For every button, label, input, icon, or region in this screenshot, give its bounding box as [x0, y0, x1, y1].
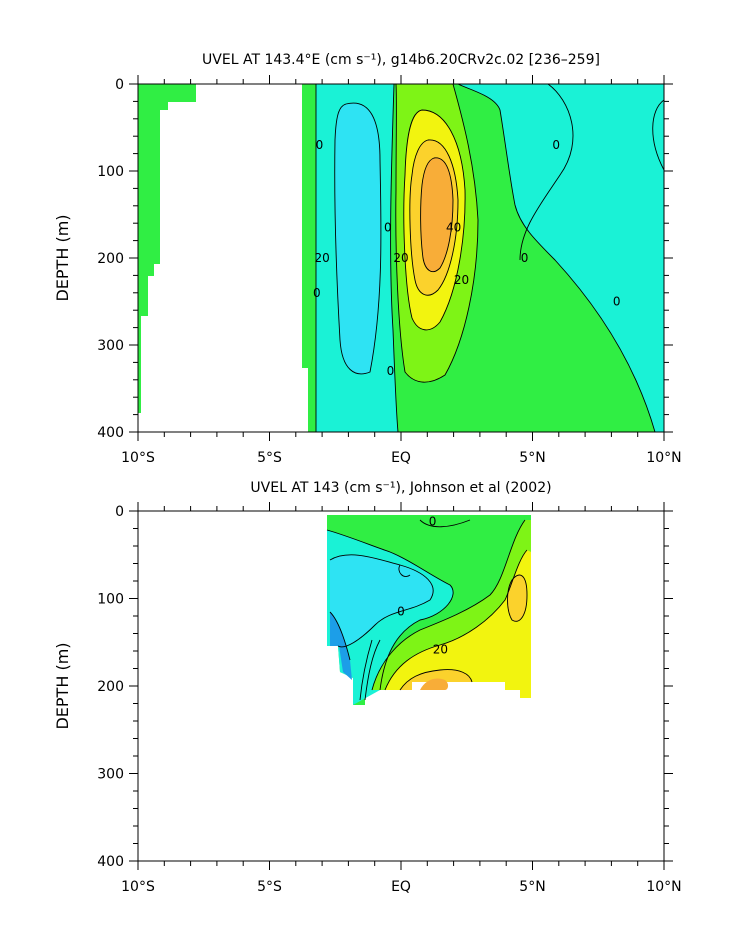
x-tick-label: 5°N	[519, 879, 545, 895]
x-tick-label: EQ	[391, 450, 411, 466]
p1-land-gap-b	[168, 102, 196, 432]
p1-land-gap-d	[154, 264, 160, 432]
y-tick-label: 0	[115, 504, 124, 520]
panel-2-title: UVEL AT 143 (cm s⁻¹), Johnson et al (200…	[250, 480, 551, 496]
contour-label: 0	[552, 138, 560, 152]
panel-2-fill	[326, 515, 531, 705]
p1-fill-left-strip-f	[138, 84, 141, 413]
p1-fill-left-strip-e	[138, 84, 148, 316]
p1-land-gap-h	[302, 368, 308, 432]
y-tick-label: 100	[97, 164, 124, 180]
panel-1-fill	[138, 84, 664, 432]
contour-label: 0	[521, 251, 529, 265]
y-tick-label: 100	[97, 592, 124, 608]
panel-2-contour-labels: 0 0 20	[397, 515, 448, 657]
panel-1: UVEL AT 143.4°E (cm s⁻¹), g14b6.20CRv2c.…	[53, 52, 682, 466]
p1-contour-lines	[315, 84, 664, 432]
p1-land-gap-f	[141, 316, 148, 432]
p2-fill-peak-b	[507, 575, 527, 622]
p2-fill-strong-eastward	[385, 550, 531, 698]
p2-fill-max	[420, 678, 449, 690]
contour-label: 20	[314, 251, 329, 265]
y-tick-label: 0	[115, 77, 124, 93]
x-tick-label: 10°N	[646, 879, 681, 895]
p2-fill-westward-core	[330, 554, 434, 647]
y-tick-label: 400	[97, 425, 124, 441]
panel-2-ylabel: DEPTH (m)	[53, 642, 72, 729]
contour-label: 40	[446, 221, 461, 235]
p1-land-gap-c	[160, 110, 168, 432]
contour-label: 0	[429, 515, 437, 529]
panel-2: UVEL AT 143 (cm s⁻¹), Johnson et al (200…	[53, 480, 682, 895]
contour-label: 0	[384, 221, 392, 235]
panel-1-contour-labels: 0 20 0 0 20 40 20 0 0 0 0	[313, 138, 620, 378]
y-tick-label: 300	[97, 767, 124, 783]
contour-label: 0	[397, 605, 405, 619]
p1-left-edge-strip-b	[308, 84, 316, 432]
y-tick-label: 400	[97, 854, 124, 870]
p2-fill-strong-westward	[330, 612, 352, 680]
y-tick-label: 300	[97, 338, 124, 354]
x-tick-label: EQ	[391, 879, 411, 895]
contour-label: 0	[613, 295, 621, 309]
y-tick-label: 200	[97, 679, 124, 695]
y-tick-label: 200	[97, 251, 124, 267]
x-tick-label: 10°S	[121, 450, 155, 466]
x-tick-label: 5°N	[519, 450, 545, 466]
contour-label: 0	[387, 364, 395, 378]
p1-land-gap-e	[148, 276, 154, 432]
p2-contour-lines	[326, 519, 528, 701]
contour-label: 0	[316, 138, 324, 152]
x-tick-label: 10°S	[121, 879, 155, 895]
contour-label: 20	[393, 251, 408, 265]
panel-1-ylabel: DEPTH (m)	[53, 214, 72, 301]
x-tick-label: 10°N	[646, 450, 681, 466]
p1-fill-south-core	[334, 103, 381, 374]
contour-label: 20	[433, 642, 448, 656]
contour-label: 20	[454, 273, 469, 287]
p1-land-gap-g	[138, 413, 141, 432]
x-tick-label: 5°S	[257, 879, 282, 895]
p1-land-gap	[196, 84, 302, 432]
panel-1-title: UVEL AT 143.4°E (cm s⁻¹), g14b6.20CRv2c.…	[202, 52, 600, 68]
x-tick-label: 5°S	[257, 450, 282, 466]
contour-label: 0	[313, 286, 321, 300]
p1-fill-max	[420, 157, 453, 272]
